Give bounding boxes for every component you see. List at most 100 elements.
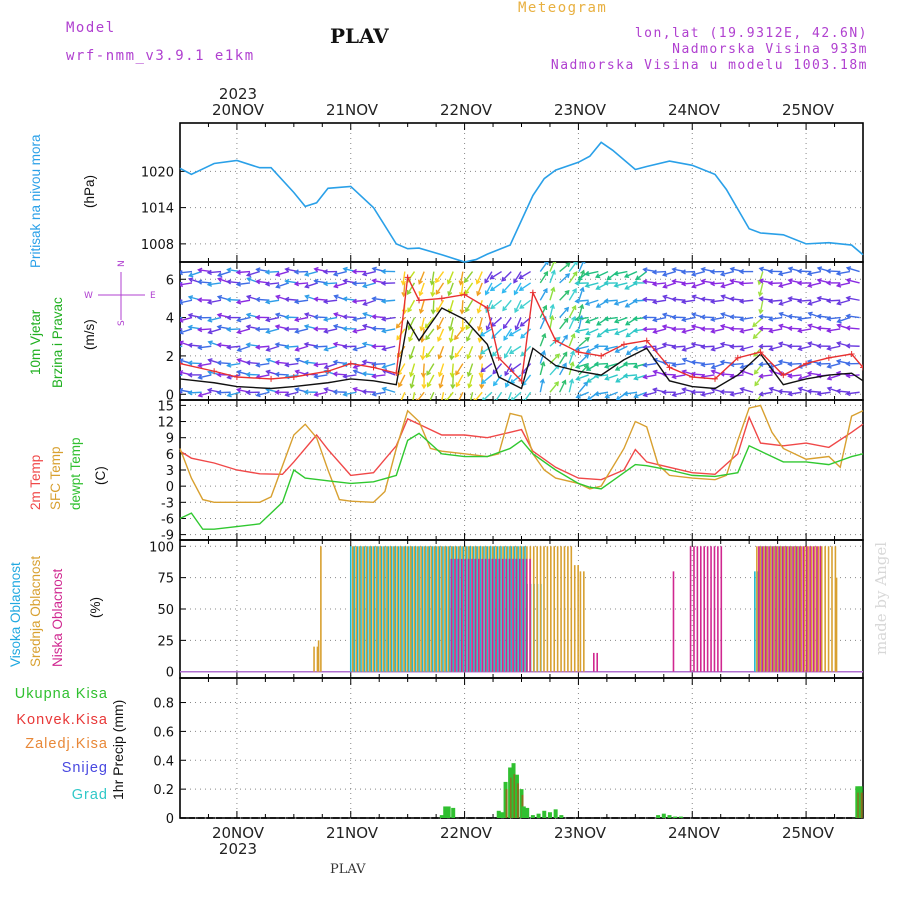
wind-arrow xyxy=(568,351,575,364)
wind-arrow-head xyxy=(284,314,290,320)
wind-arrow xyxy=(568,262,578,273)
wind-arrow xyxy=(711,345,725,351)
wind-arrow-head xyxy=(835,388,841,394)
precip-bar xyxy=(542,810,547,818)
wind-arrow-head xyxy=(579,286,585,292)
wind-arrow-head xyxy=(719,389,725,395)
wind-arrow-head xyxy=(216,312,223,318)
wind-arrow xyxy=(431,271,435,285)
wind-arrow-head xyxy=(671,296,677,303)
wind-arrow xyxy=(256,391,270,397)
wind-arrow-head xyxy=(555,353,561,359)
y-tick-label: 1008 xyxy=(141,238,174,253)
wind-arrow xyxy=(559,363,567,376)
wind-arrow xyxy=(276,270,289,276)
wind-arrow xyxy=(448,300,454,313)
wind-arrow-head xyxy=(826,327,832,334)
wind-arrow-head xyxy=(169,328,173,332)
wind-arrow-head xyxy=(274,371,280,378)
wind-arrow-head xyxy=(662,294,668,300)
wind-arrow xyxy=(575,316,589,321)
wind-arrow-head xyxy=(700,266,706,273)
wind-arrow xyxy=(595,270,609,278)
wind-arrow-head xyxy=(426,370,432,376)
wind-arrow xyxy=(180,328,193,334)
wind-arrow xyxy=(519,282,531,291)
wind-arrow xyxy=(778,390,792,393)
wind-arrow-head xyxy=(245,389,251,396)
wind-arrow xyxy=(559,318,569,330)
wind-arrow xyxy=(740,362,754,369)
wind-arrow xyxy=(334,282,347,288)
wind-arrow xyxy=(276,282,289,288)
wind-arrow-head xyxy=(681,387,687,393)
wind-arrow-head xyxy=(542,287,548,294)
y-tick-label: 0 xyxy=(166,480,174,495)
wind-arrow xyxy=(501,271,512,282)
wind-arrow-head xyxy=(361,359,367,365)
wind-arrow xyxy=(448,282,454,296)
wind-arrow-head xyxy=(584,353,590,359)
wind-arrow-head xyxy=(787,361,793,367)
wind-arrow-head xyxy=(187,372,193,378)
wind-arrow-head xyxy=(584,282,590,289)
wind-arrow xyxy=(198,362,212,367)
wind-arrow xyxy=(402,271,406,285)
wind-arrow xyxy=(353,328,367,333)
wind-arrow xyxy=(846,297,860,301)
wind-arrow-head xyxy=(352,346,358,352)
wind-arrow-head xyxy=(584,318,591,324)
wind-arrow-head xyxy=(595,303,601,308)
model-name: wrf-nmm_v3.9.1 e1km xyxy=(66,48,255,64)
wind-arrow xyxy=(759,391,773,396)
wind-arrow-head xyxy=(361,389,367,395)
wind-arrow-head xyxy=(613,318,620,324)
wind-arrow xyxy=(711,299,725,303)
wind-arrow xyxy=(539,305,547,318)
wind-arrow xyxy=(424,317,435,328)
wind-arrow xyxy=(504,363,512,376)
wind-arrow-head xyxy=(585,330,591,336)
wind-arrow-head xyxy=(510,396,516,400)
wind-arrow xyxy=(788,327,802,330)
wind-arrow xyxy=(769,316,783,321)
wind-arrow-head xyxy=(274,389,280,395)
wind-arrow-head xyxy=(758,266,764,272)
wind-arrow-head xyxy=(845,295,851,301)
legend-graupel: Grad xyxy=(71,787,108,803)
wind-arrow-head xyxy=(323,328,329,334)
wind-arrow-head xyxy=(303,371,309,377)
wind-arrow-head xyxy=(419,337,426,344)
wind-arrow-head xyxy=(758,373,764,379)
wind-arrow-head xyxy=(642,326,648,332)
wind-arrow-head xyxy=(593,361,599,367)
wind-arrow-head xyxy=(180,299,184,305)
wind-arrow-head xyxy=(583,364,589,370)
wind-arrow-head xyxy=(671,278,677,285)
wind-arrow xyxy=(353,299,367,303)
wind-arrow-head xyxy=(352,328,358,334)
wind-arrow-head xyxy=(700,314,706,320)
y-tick-label: 12 xyxy=(157,416,174,431)
wind-arrow xyxy=(827,316,841,320)
wind-arrow-head xyxy=(738,280,745,287)
wind-arrow-head xyxy=(729,314,735,320)
wind-arrow xyxy=(539,362,545,376)
wind-arrow-head xyxy=(206,281,213,287)
wind-arrow-head xyxy=(284,344,290,350)
wind-marker xyxy=(848,351,855,357)
wind-arrow-head xyxy=(255,344,261,350)
y-tick-label: 4 xyxy=(166,312,174,327)
wind-arrow xyxy=(521,363,532,374)
panel-frame xyxy=(179,122,864,263)
precip-conv-bar xyxy=(505,789,508,818)
wind-arrow-head xyxy=(540,349,546,356)
wind-arrow xyxy=(539,288,548,301)
wind-arrow-head xyxy=(303,359,309,366)
wind-arrow-head xyxy=(575,375,581,381)
compass-south: S xyxy=(117,320,127,326)
wind-arrow xyxy=(711,362,725,369)
wind-arrow-head xyxy=(652,369,658,375)
wind-arrow xyxy=(519,270,531,279)
wind-arrow xyxy=(539,351,545,364)
